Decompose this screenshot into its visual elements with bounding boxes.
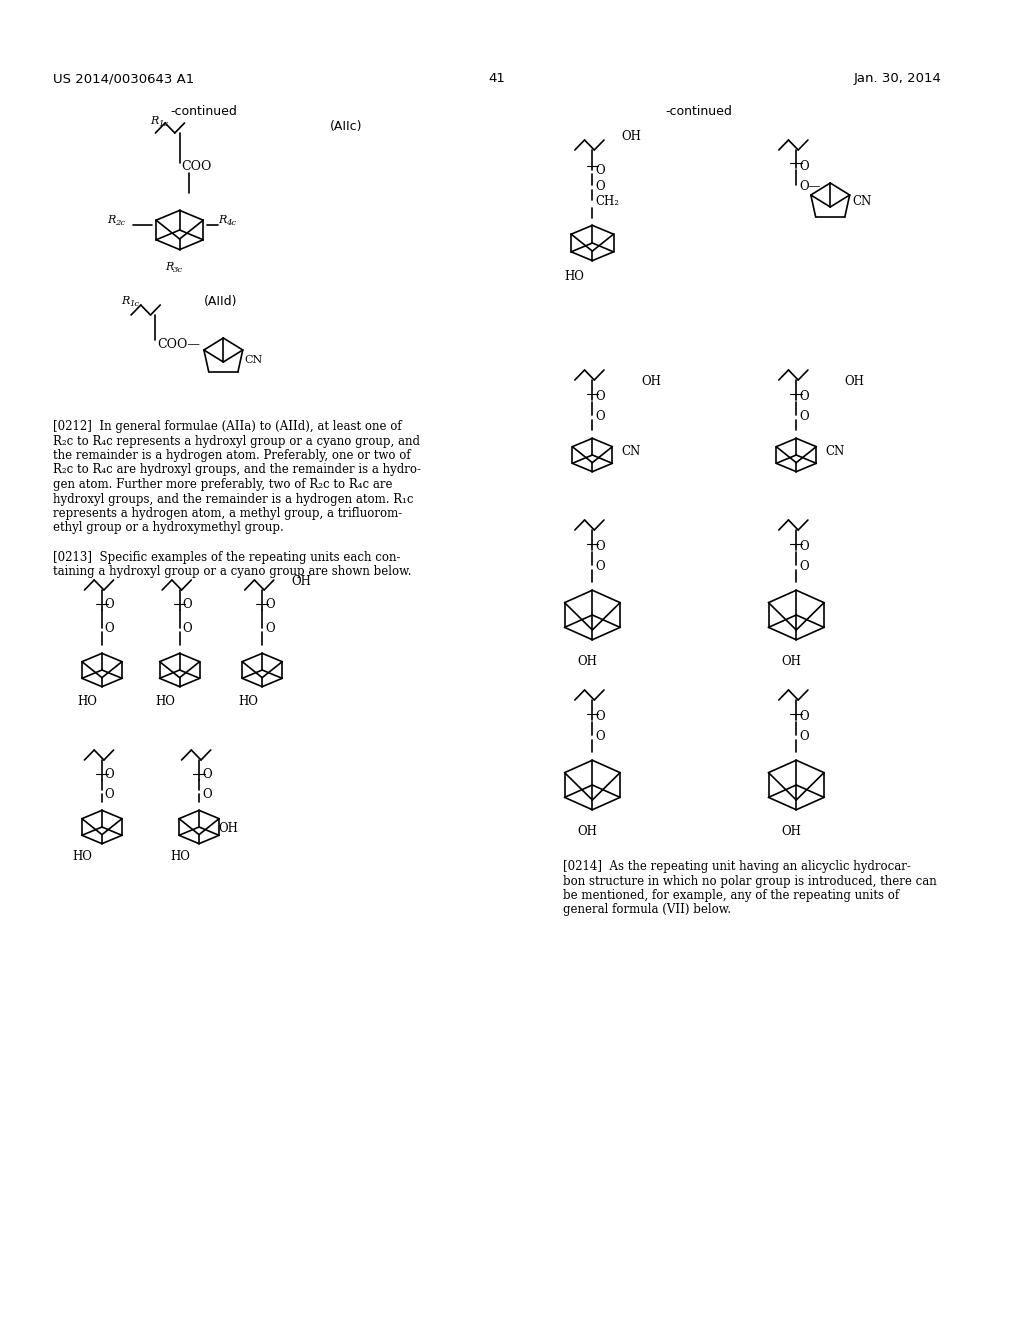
Text: O: O [799,730,809,743]
Text: O: O [799,710,809,723]
Text: -continued: -continued [666,106,732,117]
Text: OH: OH [578,655,598,668]
Text: R: R [106,215,115,224]
Text: O—: O— [799,180,820,193]
Text: CN: CN [825,445,845,458]
Text: HO: HO [564,271,585,282]
Text: -continued: -continued [170,106,238,117]
Text: 1c: 1c [159,120,168,128]
Text: 3c: 3c [173,267,183,275]
Text: taining a hydroxyl group or a cyano group are shown below.: taining a hydroxyl group or a cyano grou… [53,565,412,578]
Text: R: R [165,261,173,272]
Text: OH: OH [218,822,239,836]
Text: O: O [595,540,605,553]
Text: HO: HO [78,696,97,708]
Text: HO: HO [73,850,93,863]
Text: 1c: 1c [129,300,139,308]
Text: O: O [595,560,605,573]
Text: CN: CN [853,195,871,209]
Text: O: O [104,788,115,801]
Text: [0214]  As the repeating unit having an alicyclic hydrocar-: [0214] As the repeating unit having an a… [563,861,911,873]
Text: (AIId): (AIId) [204,294,238,308]
Text: US 2014/0030643 A1: US 2014/0030643 A1 [53,73,195,84]
Text: bon structure in which no polar group is introduced, there can: bon structure in which no polar group is… [563,874,937,887]
Text: O: O [265,598,274,611]
Text: CN: CN [622,445,641,458]
Text: [0212]  In general formulae (AIIa) to (AIId), at least one of: [0212] In general formulae (AIIa) to (AI… [53,420,402,433]
Text: O: O [799,389,809,403]
Text: O: O [799,560,809,573]
Text: O: O [202,788,212,801]
Text: HO: HO [170,850,189,863]
Text: R: R [122,296,130,306]
Text: COO—: COO— [158,338,200,351]
Text: R₂c to R₄c are hydroxyl groups, and the remainder is a hydro-: R₂c to R₄c are hydroxyl groups, and the … [53,463,422,477]
Text: R: R [218,215,227,224]
Text: O: O [104,768,115,781]
Text: O: O [799,160,809,173]
Text: OH: OH [781,825,802,838]
Text: O: O [595,389,605,403]
Text: OH: OH [291,576,311,587]
Text: (AIIc): (AIIc) [330,120,362,133]
Text: O: O [595,730,605,743]
Text: O: O [104,598,115,611]
Text: general formula (VII) below.: general formula (VII) below. [563,903,731,916]
Text: R₂c to R₄c represents a hydroxyl group or a cyano group, and: R₂c to R₄c represents a hydroxyl group o… [53,434,421,447]
Text: COO: COO [181,160,212,173]
Text: O: O [595,164,605,177]
Text: OH: OH [578,825,598,838]
Text: the remainder is a hydrogen atom. Preferably, one or two of: the remainder is a hydrogen atom. Prefer… [53,449,411,462]
Text: HO: HO [156,696,175,708]
Text: OH: OH [781,655,802,668]
Text: OH: OH [622,129,641,143]
Text: O: O [104,622,115,635]
Text: be mentioned, for example, any of the repeating units of: be mentioned, for example, any of the re… [563,888,899,902]
Text: O: O [202,768,212,781]
Text: gen atom. Further more preferably, two of R₂c to R₄c are: gen atom. Further more preferably, two o… [53,478,393,491]
Text: O: O [182,598,193,611]
Text: Jan. 30, 2014: Jan. 30, 2014 [854,73,942,84]
Text: OH: OH [641,375,660,388]
Text: O: O [799,540,809,553]
Text: HO: HO [238,696,258,708]
Text: represents a hydrogen atom, a methyl group, a trifluorom-: represents a hydrogen atom, a methyl gro… [53,507,402,520]
Text: CN: CN [245,355,263,366]
Text: [0213]  Specific examples of the repeating units each con-: [0213] Specific examples of the repeatin… [53,550,401,564]
Text: hydroxyl groups, and the remainder is a hydrogen atom. R₁c: hydroxyl groups, and the remainder is a … [53,492,414,506]
Text: O: O [595,180,605,193]
Text: 4c: 4c [226,219,237,227]
Text: O: O [182,622,193,635]
Text: 41: 41 [488,73,506,84]
Text: O: O [799,411,809,422]
Text: O: O [595,710,605,723]
Text: CH₂: CH₂ [595,195,620,209]
Text: O: O [265,622,274,635]
Text: ethyl group or a hydroxymethyl group.: ethyl group or a hydroxymethyl group. [53,521,284,535]
Text: OH: OH [845,375,864,388]
Text: R: R [151,116,159,125]
Text: 2c: 2c [115,219,125,227]
Text: O: O [595,411,605,422]
